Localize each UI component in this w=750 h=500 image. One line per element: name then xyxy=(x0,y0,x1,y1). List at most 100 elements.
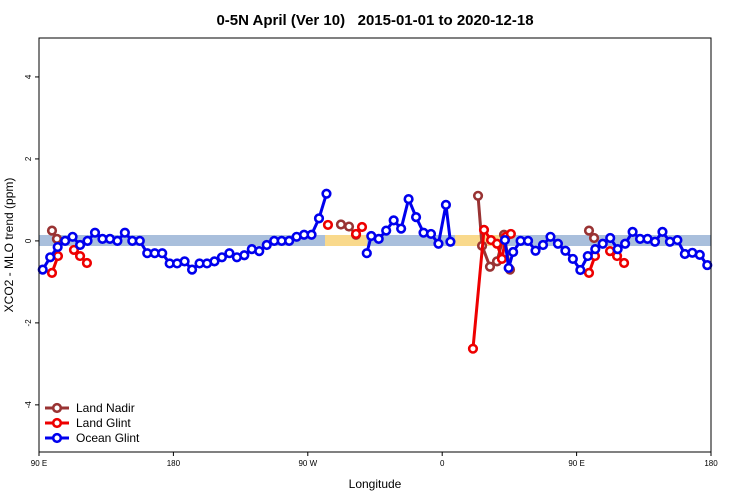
point xyxy=(388,215,399,226)
point xyxy=(478,224,490,235)
point xyxy=(396,223,407,234)
point xyxy=(508,246,519,258)
point xyxy=(52,241,63,253)
point xyxy=(440,199,452,210)
point xyxy=(209,256,220,267)
point xyxy=(582,250,593,262)
point xyxy=(618,257,630,269)
band-highlight xyxy=(325,235,367,246)
point xyxy=(46,225,58,236)
point xyxy=(60,235,71,247)
legend-marker xyxy=(51,402,63,414)
point xyxy=(335,219,347,230)
plot-frame xyxy=(38,37,712,453)
point xyxy=(588,232,600,244)
y-tick-label: -2 xyxy=(24,319,33,327)
point xyxy=(112,235,123,247)
point xyxy=(472,190,484,201)
point xyxy=(356,221,368,233)
point xyxy=(68,244,80,256)
y-tick-label: 2 xyxy=(24,156,33,161)
point xyxy=(545,231,556,242)
point xyxy=(224,248,235,259)
y-tick-label: 0 xyxy=(24,238,33,243)
plot xyxy=(37,188,713,354)
y-tick-label: -4 xyxy=(24,401,33,409)
point xyxy=(672,234,683,246)
point xyxy=(186,264,198,275)
point xyxy=(433,238,444,249)
point xyxy=(503,262,514,274)
point xyxy=(45,252,56,263)
point xyxy=(657,226,668,237)
point xyxy=(560,245,571,256)
point xyxy=(239,250,250,261)
point xyxy=(583,225,595,236)
point xyxy=(381,225,392,236)
point xyxy=(605,232,616,244)
point xyxy=(575,264,586,276)
series-line xyxy=(41,193,709,272)
point xyxy=(567,253,578,265)
point xyxy=(702,259,713,271)
x-tick-label: 180 xyxy=(704,459,718,468)
point xyxy=(403,193,414,205)
point xyxy=(552,238,564,249)
point xyxy=(321,188,332,199)
legend-label: Land Nadir xyxy=(76,401,135,415)
point xyxy=(216,252,228,263)
x-tick-label: 90 W xyxy=(298,459,317,468)
point xyxy=(89,227,101,238)
point xyxy=(491,238,503,249)
legend-marker xyxy=(51,417,63,429)
point xyxy=(261,239,272,251)
point xyxy=(343,221,355,232)
point xyxy=(425,228,437,240)
point xyxy=(694,249,705,260)
band-highlight xyxy=(455,235,505,246)
x-tick-label: 0 xyxy=(440,459,445,468)
point xyxy=(530,245,541,256)
x-tick-label: 180 xyxy=(167,459,181,468)
point xyxy=(505,228,516,240)
point xyxy=(361,248,372,259)
point xyxy=(612,243,623,255)
point xyxy=(313,213,325,224)
point xyxy=(82,235,93,247)
point xyxy=(74,250,86,262)
point xyxy=(467,343,479,354)
point xyxy=(537,239,549,251)
point xyxy=(373,233,384,244)
point xyxy=(81,257,93,269)
point xyxy=(350,228,362,240)
point xyxy=(67,231,78,242)
point xyxy=(649,236,661,247)
point xyxy=(322,219,334,231)
point xyxy=(37,264,48,275)
legend-marker xyxy=(51,432,63,444)
point xyxy=(499,234,511,246)
y-axis-label: XCO2 - MLO trend (ppm) xyxy=(2,178,16,313)
point xyxy=(134,235,145,247)
legend-label: Ocean Glint xyxy=(76,431,140,445)
point xyxy=(484,261,496,272)
legend-label: Land Glint xyxy=(76,416,131,430)
chart-title: 0-5N April (Ver 10) 2015-01-01 to 2020-1… xyxy=(216,12,533,29)
point xyxy=(254,246,265,257)
point xyxy=(46,267,58,278)
point xyxy=(284,235,295,247)
point xyxy=(74,239,86,251)
point xyxy=(496,253,508,265)
x-tick-label: 90 E xyxy=(568,459,584,468)
point xyxy=(522,235,534,247)
point xyxy=(597,238,608,249)
point xyxy=(52,250,64,262)
point xyxy=(627,226,638,237)
point xyxy=(445,236,456,247)
point xyxy=(51,233,63,244)
point xyxy=(306,229,317,240)
point xyxy=(119,227,130,238)
point xyxy=(410,212,422,223)
